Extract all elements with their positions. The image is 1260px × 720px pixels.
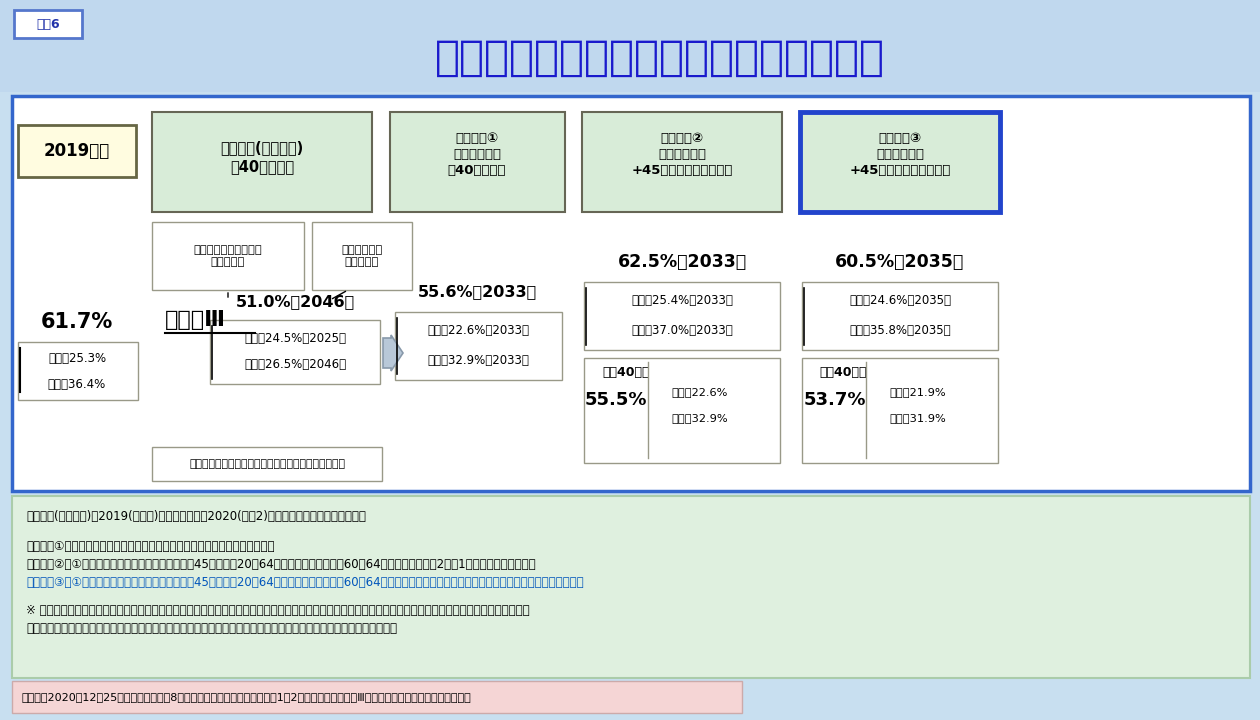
Bar [152, 112, 372, 212]
Text: 比例：22.6%: 比例：22.6% [672, 387, 728, 397]
Text: 注：人口の前提は、中位推計（出生中位、死亡中位）: 注：人口の前提は、中位推計（出生中位、死亡中位） [189, 459, 345, 469]
Text: 追加試算③：①の調整期間一致に加え、基礎年金を45年加入（20〜64歳）とし、延長期間（60〜64歳）に係る給付に国庫負担がなく、全て保険料財源で賄う場合。: 追加試算③：①の調整期間一致に加え、基礎年金を45年加入（20〜64歳）とし、延… [26, 576, 583, 589]
Bar [312, 222, 412, 290]
Text: 給付水準調整終了後の
所得代替率: 給付水準調整終了後の 所得代替率 [194, 245, 262, 267]
Text: うち40年分: うち40年分 [602, 366, 650, 379]
Bar [0, 0, 1260, 92]
Text: 現行制度(法改正後)：2019(令和元)年財政検証に、2020(令和2)年年金改正法を反映したもの。: 現行制度(法改正後)：2019(令和元)年財政検証に、2020(令和2)年年金改… [26, 510, 365, 523]
Bar [210, 320, 381, 384]
Bar [800, 112, 1000, 212]
Bar [391, 112, 564, 212]
Bar [394, 312, 562, 380]
Bar [13, 681, 742, 713]
Text: 比例：21.9%: 比例：21.9% [890, 387, 946, 397]
Text: 追加試算①
調整期間一致
（40年加入）: 追加試算① 調整期間一致 （40年加入） [447, 132, 507, 178]
Text: 53.7%: 53.7% [804, 391, 867, 409]
Bar [583, 358, 780, 463]
Text: 62.5%（2033）: 62.5%（2033） [617, 253, 747, 271]
Text: 所得代替率と給付水準調整期間の見通し: 所得代替率と給付水準調整期間の見通し [435, 37, 885, 79]
Text: 基礎：35.8%（2035）: 基礎：35.8%（2035） [849, 323, 951, 336]
Bar [18, 125, 136, 177]
Text: 基礎：36.4%: 基礎：36.4% [48, 379, 106, 392]
Text: 2019年度: 2019年度 [44, 142, 110, 160]
Text: ※ 基礎・比例のマクロ経済スライドの調整期間を一致させるために必要となる基礎年金拠出金の仕組みの見直しについては、具体的な前提をおいていないが、: ※ 基礎・比例のマクロ経済スライドの調整期間を一致させるために必要となる基礎年金… [26, 604, 529, 617]
Text: 図表6: 図表6 [37, 17, 59, 30]
Text: 【出典】2020年12月25日に開催された第8回社会保障審議会年金部会『資料1』2頁。筆者が〈ケースⅢ〉のみを取り出し、一部加工する。: 【出典】2020年12月25日に開催された第8回社会保障審議会年金部会『資料1』… [21, 692, 471, 702]
Bar [18, 342, 139, 400]
Bar [13, 96, 1250, 491]
Text: 比例：24.6%（2035）: 比例：24.6%（2035） [849, 294, 951, 307]
Text: 基礎：37.0%（2033）: 基礎：37.0%（2033） [631, 323, 733, 336]
Bar [14, 10, 82, 38]
Text: 基礎：32.9%: 基礎：32.9% [672, 413, 728, 423]
Bar [13, 496, 1250, 678]
Text: うち40年分: うち40年分 [819, 366, 867, 379]
Text: ケースⅢ: ケースⅢ [165, 310, 226, 330]
Text: 比例：24.5%（2025）: 比例：24.5%（2025） [244, 331, 346, 344]
Text: 追加試算②：①の調整期間一致に加え、基礎年金を45年加入（20〜64歳）とし、延長期間（60〜64歳）に係る給付に2分の1国庫負担がある場合。: 追加試算②：①の調整期間一致に加え、基礎年金を45年加入（20〜64歳）とし、延… [26, 558, 536, 571]
Text: 基礎：32.9%（2033）: 基礎：32.9%（2033） [427, 354, 529, 366]
Bar [582, 112, 782, 212]
Text: 比例：22.6%（2033）: 比例：22.6%（2033） [427, 325, 529, 338]
Bar [152, 222, 304, 290]
Text: 現行制度(法改正後)
（40年加入）: 現行制度(法改正後) （40年加入） [220, 140, 304, 174]
Text: 給付水準調整
の終了年度: 給付水準調整 の終了年度 [341, 245, 383, 267]
Bar [583, 282, 780, 350]
Text: 基礎：26.5%（2046）: 基礎：26.5%（2046） [244, 359, 346, 372]
Text: 55.5%: 55.5% [585, 391, 648, 409]
Text: 61.7%: 61.7% [40, 312, 113, 332]
Bar [803, 282, 998, 350]
FancyArrow shape [383, 335, 403, 371]
Text: 比例：25.3%: 比例：25.3% [48, 351, 106, 364]
Text: どのように見直した場合でもマクロ経済スライドの調整期間を一致させた場合の給付と負担への影響は同じとなる。: どのように見直した場合でもマクロ経済スライドの調整期間を一致させた場合の給付と負… [26, 622, 397, 635]
Text: 基礎：31.9%: 基礎：31.9% [890, 413, 946, 423]
Text: 60.5%（2035）: 60.5%（2035） [835, 253, 965, 271]
Text: 51.0%（2046）: 51.0%（2046） [236, 294, 354, 310]
Text: 55.6%（2033）: 55.6%（2033） [417, 284, 537, 300]
Text: 追加試算③
調整期間一致
+45年加入（国庫なし）: 追加試算③ 調整期間一致 +45年加入（国庫なし） [849, 132, 951, 178]
Text: 追加試算①：基礎・比例のマクロ経済スライドの調整期間を一致させた場合。: 追加試算①：基礎・比例のマクロ経済スライドの調整期間を一致させた場合。 [26, 540, 275, 553]
Bar [152, 447, 382, 481]
Bar [803, 358, 998, 463]
Text: 追加試算②
調整期間一致
+45年加入（国庫あり）: 追加試算② 調整期間一致 +45年加入（国庫あり） [631, 132, 732, 178]
Text: 比例：25.4%（2033）: 比例：25.4%（2033） [631, 294, 733, 307]
